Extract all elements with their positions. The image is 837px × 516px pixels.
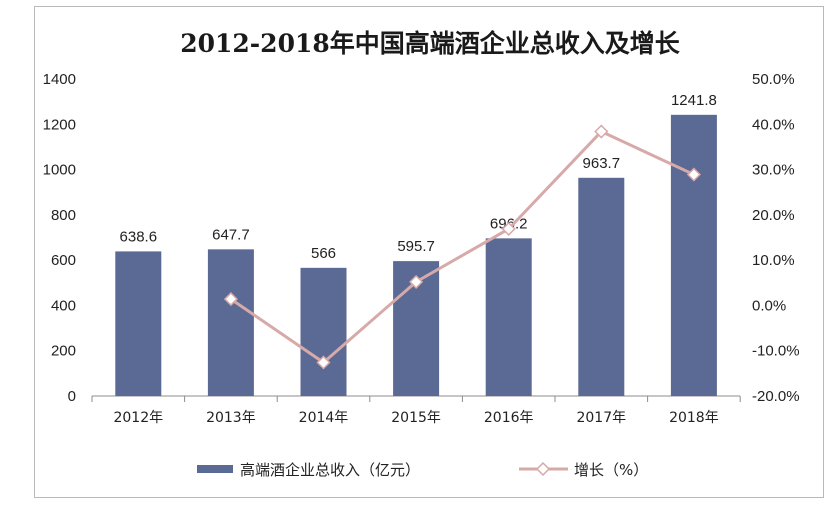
y-left-tick-label: 600 [51, 252, 76, 269]
y-left-tick-label: 1200 [43, 116, 76, 133]
bar-value-label: 647.7 [212, 226, 250, 243]
x-tick-label: 2012年 [113, 410, 163, 426]
y-right-tick-label: 10.0% [752, 252, 795, 269]
legend-swatch-marker [535, 461, 551, 477]
chart-title: 2012-2018年中国高端酒企业总收入及增长 [180, 29, 681, 58]
legend-swatch-bar [197, 465, 233, 473]
y-right-tick-label: 50.0% [752, 71, 795, 88]
y-right-tick-label: -20.0% [752, 388, 800, 405]
bar-value-label: 638.6 [120, 228, 158, 245]
y-left-tick-label: 200 [51, 343, 76, 360]
legend: 高端酒企业总收入（亿元） 增长（%） [197, 461, 648, 479]
bar [578, 177, 625, 396]
bar [485, 238, 532, 396]
bar [300, 267, 347, 396]
y-right-tick-label: 40.0% [752, 116, 795, 133]
bar [115, 251, 162, 396]
bar-value-label: 566 [311, 245, 336, 262]
y-left-tick-label: 0 [68, 388, 76, 405]
growth-point [316, 355, 331, 370]
bar [207, 249, 254, 396]
x-tick-label: 2014年 [299, 410, 349, 426]
y-right-tick-label: 0.0% [752, 297, 786, 314]
growth-line [230, 130, 695, 364]
legend-label-line: 增长（%） [574, 461, 648, 479]
growth-point [594, 124, 609, 139]
x-tick-label: 2017年 [576, 410, 626, 426]
bar [670, 114, 717, 397]
bar-value-label: 963.7 [583, 155, 621, 172]
growth-point [686, 167, 701, 182]
growth-point [223, 292, 238, 307]
line-series [223, 124, 701, 370]
growth-point [409, 274, 424, 289]
y-right-tick-label: -10.0% [752, 343, 800, 360]
y-left-tick-label: 1000 [43, 162, 76, 179]
y-right-tick-label: 20.0% [752, 207, 795, 224]
x-tick-label: 2015年 [391, 410, 441, 426]
bar-value-label: 1241.8 [671, 92, 717, 109]
y-right-tick-label: 30.0% [752, 162, 795, 179]
y-left-tick-label: 800 [51, 207, 76, 224]
y-left-tick-label: 400 [51, 297, 76, 314]
x-tick-label: 2016年 [484, 410, 534, 426]
x-tick-label: 2018年 [669, 410, 719, 426]
legend-label-bar: 高端酒企业总收入（亿元） [240, 461, 420, 479]
bar-value-label: 595.7 [397, 238, 435, 255]
axes: 0 200 400 600 800 1000 1200 1400 -20.0% -10.0% 0.0… [43, 71, 800, 426]
y-left-tick-label: 1400 [43, 71, 76, 88]
growth-point [501, 221, 516, 236]
x-tick-label: 2013年 [206, 410, 256, 426]
